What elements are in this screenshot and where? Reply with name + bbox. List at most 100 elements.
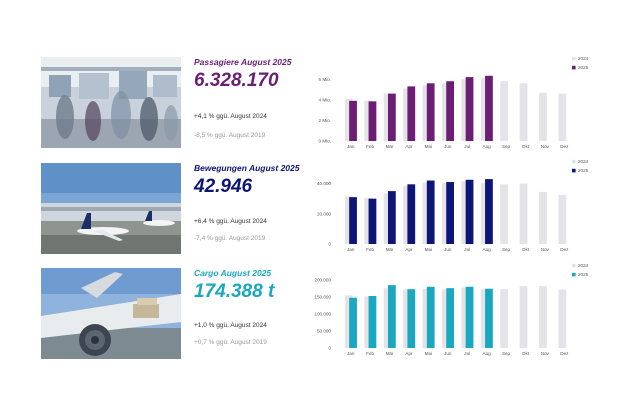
movements-y-tick-label: 40.000 (317, 181, 331, 186)
movements-legend-swatch (572, 168, 576, 173)
cargo-bar-2024 (539, 286, 547, 348)
cargo-bar-2025 (485, 288, 493, 348)
movements-bar-2024 (344, 196, 353, 244)
passengers-y-tick-label: 2 Mio. (318, 118, 331, 123)
passengers-x-tick-label: Mär (386, 144, 394, 149)
passengers-x-tick-label: Jul (464, 144, 470, 149)
cargo-legend-label: 2025 (578, 272, 589, 277)
passengers-x-tick-label: Okt (522, 144, 530, 149)
movements-x-tick-label: Jun (444, 247, 452, 252)
cargo-bar-2025 (368, 295, 377, 348)
movements-bar-2024 (461, 181, 470, 244)
cargo-aircraft-photo-icon (41, 268, 181, 359)
cargo-chart-svg: 0 50.000 100.000 150.000 200.000 Jan Feb Mär Apr… (314, 263, 589, 356)
cargo-y-tick-label: 50.000 (317, 329, 331, 334)
passengers-x-tick-label: Jan (347, 144, 355, 149)
passengers-bar-2025 (387, 93, 396, 141)
movements-x-tick-label: Mai (425, 247, 432, 252)
cargo-bar-2025 (465, 286, 474, 348)
movements-legend-label: 2024 (578, 159, 589, 164)
movements-bar-2025 (426, 180, 435, 244)
movements-bar-2024 (500, 184, 508, 244)
movements-chart: 0 20.000 40.000 Jan Feb Mär Apr Mai Jun Jul Aug Sep… (310, 159, 595, 252)
passengers-bar-2024 (364, 100, 373, 141)
passengers-bar-2025 (407, 86, 416, 141)
cargo-bar-2024 (422, 288, 431, 348)
cargo-x-tick-label: Jan (347, 351, 355, 356)
movements-y-tick-label: 20.000 (317, 211, 331, 216)
passengers-y-tick-label: 0 Mio. (318, 139, 331, 144)
passengers-y-tick-label: 4 Mio. (318, 97, 331, 102)
cargo-y-tick-label: 150.000 (314, 295, 331, 300)
cargo-x-tick-label: Apr (405, 351, 413, 356)
passengers-bar-2025 (426, 83, 435, 141)
movements-legend-swatch (572, 159, 576, 164)
passengers-bar-2024 (403, 88, 411, 141)
movements-bar-2024 (558, 194, 567, 244)
cargo-kpi: Cargo August 2025 174.388 t +1,0 % ggü. … (194, 268, 314, 359)
passengers-title: Passagiere August 2025 (194, 57, 292, 67)
passengers-bar-2024 (422, 85, 431, 141)
passengers-x-tick-label: Aug (483, 144, 492, 149)
cargo-x-tick-label: Okt (522, 351, 530, 356)
cargo-bar-2024 (403, 289, 411, 348)
movements-bar-2024 (539, 191, 547, 244)
cargo-bar-2024 (441, 289, 450, 348)
movements-bar-2025 (485, 179, 493, 244)
passengers-legend-label: 2025 (578, 65, 589, 70)
cargo-x-tick-label: Mai (425, 351, 432, 356)
cargo-bar-2024 (344, 295, 353, 348)
passengers-y-tick-label: 6 Mio. (318, 77, 331, 82)
cargo-delta-prev-year: +1,0 % ggü. August 2024 (194, 322, 267, 329)
passengers-x-tick-label: Jun (444, 144, 452, 149)
passengers-bar-2025 (349, 100, 357, 141)
cargo-x-tick-label: Sep (502, 351, 511, 356)
movements-x-tick-label: Jan (347, 247, 355, 252)
cargo-x-tick-label: Aug (483, 351, 492, 356)
movements-chart-svg: 0 20.000 40.000 Jan Feb Mär Apr Mai Jun Jul Aug Sep… (317, 159, 589, 252)
movements-value: 42.946 (194, 176, 253, 197)
passengers-bar-2025 (465, 77, 474, 141)
cargo-bar-2025 (407, 289, 416, 348)
movements-photo (41, 163, 181, 254)
passengers-bar-2025 (485, 75, 493, 141)
passengers-delta-2019: -8,5 % ggü. August 2019 (194, 132, 266, 139)
cargo-x-tick-label: Feb (366, 351, 374, 356)
movements-bar-2024 (364, 197, 373, 244)
passengers-x-tick-label: Feb (366, 144, 374, 149)
movements-bar-2025 (368, 198, 377, 244)
passengers-value: 6.328.170 (194, 70, 279, 91)
movements-bar-2025 (387, 191, 396, 244)
cargo-bar-2024 (383, 288, 392, 348)
cargo-bar-2024 (364, 296, 373, 348)
passengers-kpi: Passagiere August 2025 6.328.170 +4,1 % … (194, 57, 314, 148)
cargo-legend-swatch (572, 263, 576, 268)
passengers-x-tick-label: Nov (541, 144, 550, 149)
movements-x-tick-label: Nov (541, 247, 550, 252)
aircraft-at-gate-photo-icon (41, 163, 181, 254)
passengers-chart: 0 Mio. 2 Mio. 4 Mio. 6 Mio. Jan Feb Mär Apr Mai J… (310, 56, 595, 149)
passengers-bar-2024 (383, 93, 392, 141)
movements-bar-2024 (383, 193, 392, 244)
cargo-title: Cargo August 2025 (194, 268, 272, 278)
passengers-bar-2024 (539, 92, 547, 141)
movements-bar-2025 (349, 197, 357, 244)
cargo-delta-2019: +0,7 % ggü. August 2019 (194, 339, 267, 346)
passengers-x-tick-label: Mai (425, 144, 432, 149)
cargo-x-tick-label: Jul (464, 351, 470, 356)
movements-bar-2025 (465, 179, 474, 244)
cargo-legend-swatch (572, 272, 576, 277)
movements-x-tick-label: Apr (405, 247, 413, 252)
movements-x-tick-label: Sep (502, 247, 511, 252)
passengers-bar-2025 (446, 81, 455, 141)
airport-terminal-photo-icon (41, 57, 181, 148)
movements-x-tick-label: Aug (483, 247, 492, 252)
movements-bar-2024 (480, 183, 489, 244)
cargo-legend-label: 2024 (578, 263, 589, 268)
movements-bar-2025 (446, 182, 455, 244)
cargo-value: 174.388 t (194, 281, 275, 302)
passengers-chart-svg: 0 Mio. 2 Mio. 4 Mio. 6 Mio. Jan Feb Mär Apr Mai J… (318, 56, 589, 149)
cargo-chart: 0 50.000 100.000 150.000 200.000 Jan Feb Mär Apr… (310, 263, 595, 356)
movements-bar-2024 (422, 182, 431, 244)
passengers-bar-2024 (344, 98, 353, 141)
